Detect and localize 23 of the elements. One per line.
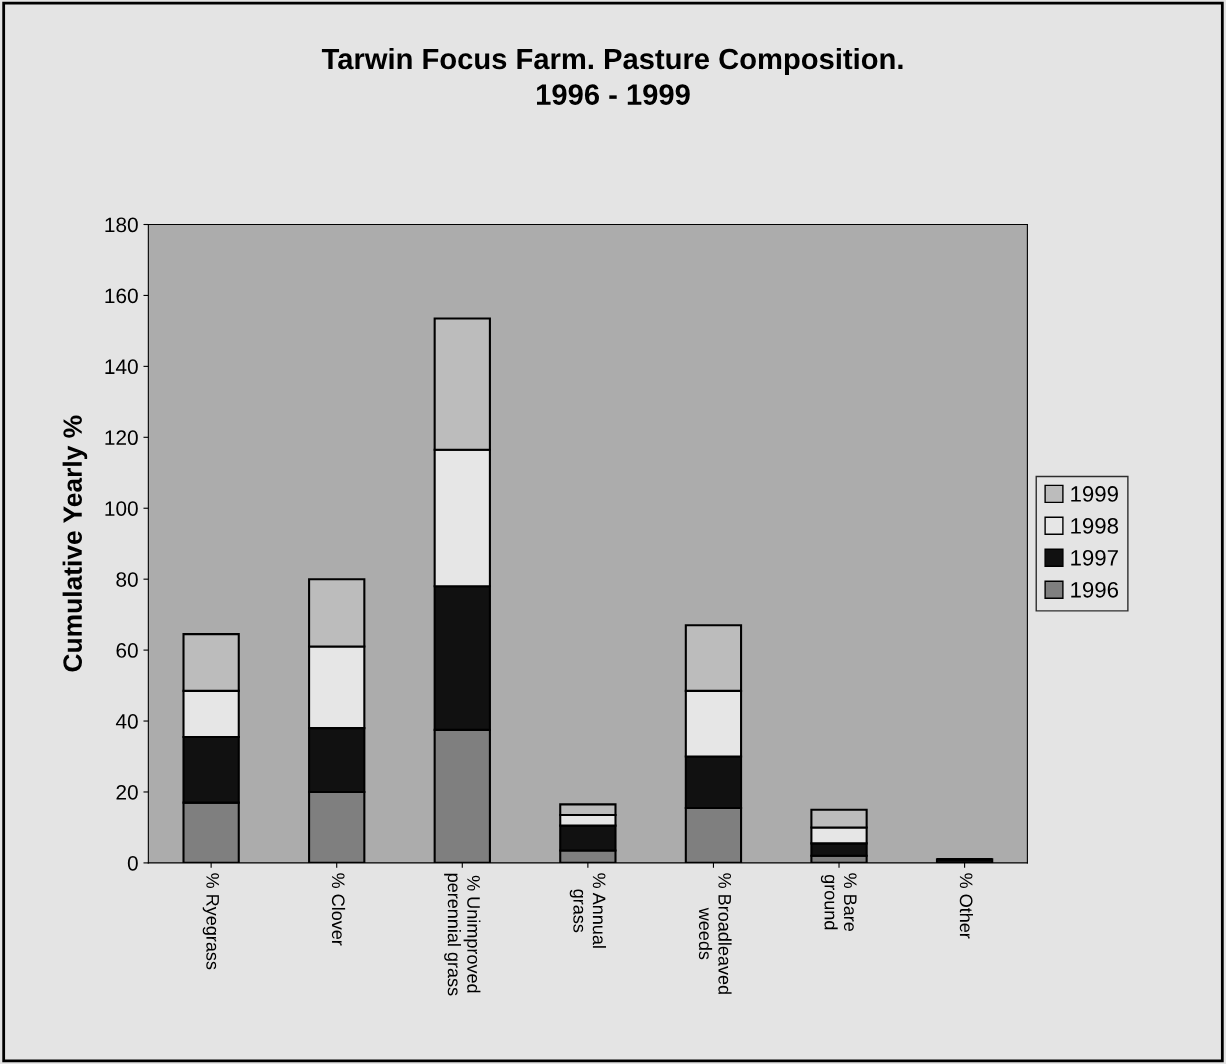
y-tick-label: 160: [105, 288, 138, 304]
x-tick-label: % Broadleaved weeds: [698, 873, 732, 994]
y-tick-label: 140: [105, 359, 138, 375]
y-tick-label: 0: [127, 855, 138, 871]
legend-label: 1996: [1071, 581, 1119, 598]
y-tick-label: 60: [116, 643, 138, 658]
chart-title: Tarwin Focus Farm. Pasture Composition. 1996 - 1999: [321, 47, 903, 105]
y-tick-label: 40: [115, 714, 138, 729]
y-axis-title: Cumulative Yearly %: [62, 415, 88, 672]
x-tick-label: % Clover: [331, 873, 346, 946]
legend-label: 1999: [1071, 486, 1118, 502]
y-tick-label: 120: [105, 430, 138, 446]
x-tick-label: % Bare ground: [820, 873, 857, 932]
x-tick-label: % Annual grass: [569, 873, 607, 948]
y-tick-label: 100: [105, 501, 138, 516]
x-tick-label: % Other: [959, 873, 974, 939]
y-tick-label: 20: [116, 784, 138, 800]
y-tick-label: 180: [105, 217, 138, 233]
legend-label: 1997: [1071, 549, 1118, 566]
legend-label: 1998: [1071, 518, 1119, 534]
x-tick-label: % Ryegrass: [202, 873, 219, 970]
x-tick-label: % Unimproved perennial grass: [444, 873, 481, 996]
y-tick-label: 80: [116, 572, 138, 587]
